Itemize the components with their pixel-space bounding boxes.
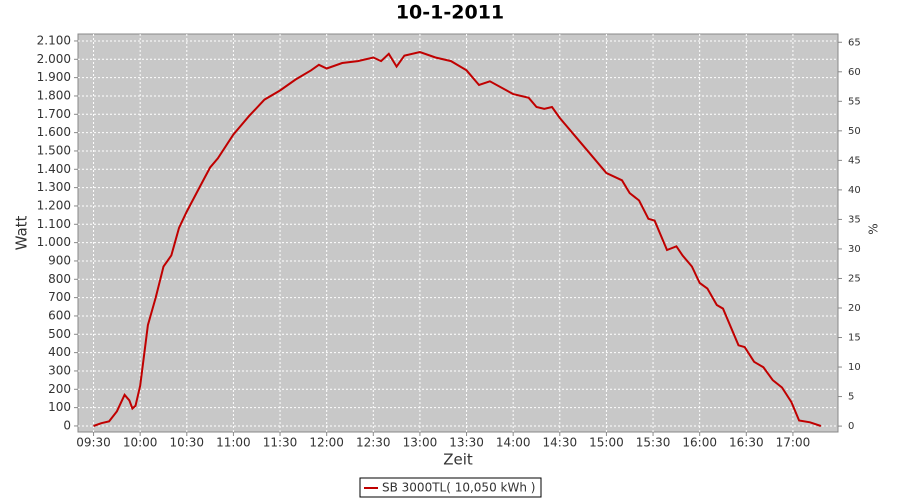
y-tick-label: 0 xyxy=(63,418,71,432)
x-tick-label: 15:00 xyxy=(589,436,624,450)
y2-tick-label: 40 xyxy=(848,185,861,196)
y-tick-label: 2.000 xyxy=(37,52,71,66)
x-tick-label: 13:00 xyxy=(403,436,438,450)
x-tick-label: 14:30 xyxy=(543,436,578,450)
y-tick-label: 100 xyxy=(48,400,71,414)
chart-title: 10-1-2011 xyxy=(396,2,504,24)
y2-tick-label: 15 xyxy=(848,333,861,344)
x-tick-label: 12:30 xyxy=(356,436,391,450)
x-tick-label: 16:30 xyxy=(729,436,764,450)
y-tick-label: 600 xyxy=(48,308,71,322)
x-tick-label: 11:30 xyxy=(263,436,298,450)
x-tick-label: 11:00 xyxy=(216,436,251,450)
y-tick-label: 300 xyxy=(48,363,71,377)
x-tick-label: 16:00 xyxy=(682,436,717,450)
y-tick-label: 200 xyxy=(48,382,71,396)
y-tick-label: 1.700 xyxy=(37,107,71,121)
series-line xyxy=(93,50,822,427)
plot-area xyxy=(77,33,839,433)
y-tick-label: 1.800 xyxy=(37,88,71,102)
x-tick-label: 12:00 xyxy=(309,436,344,450)
y-tick-label: 400 xyxy=(48,345,71,359)
legend xyxy=(359,477,542,498)
y-tick-label: 1.500 xyxy=(37,143,71,157)
y-tick-label: 500 xyxy=(48,327,71,341)
y2-tick-label: 25 xyxy=(848,273,861,284)
y2-tick-label: 20 xyxy=(848,303,861,314)
y2-axis-title: % xyxy=(867,223,881,234)
y-tick-label: 1.600 xyxy=(37,125,71,139)
y-tick-label: 800 xyxy=(48,272,71,286)
x-tick-label: 10:00 xyxy=(123,436,158,450)
y-tick-label: 2.100 xyxy=(37,33,71,47)
y-tick-label: 1.300 xyxy=(37,180,71,194)
y2-tick-label: 60 xyxy=(848,67,861,78)
y2-tick-label: 65 xyxy=(848,37,861,48)
y2-tick-label: 50 xyxy=(848,126,861,137)
y2-tick-label: 10 xyxy=(848,362,861,373)
y-tick-label: 1.400 xyxy=(37,162,71,176)
x-axis-title: Zeit xyxy=(443,451,473,469)
x-tick-label: 09:30 xyxy=(76,436,111,450)
y-tick-label: 1.100 xyxy=(37,217,71,231)
y2-tick-label: 35 xyxy=(848,214,861,225)
x-tick-label: 17:00 xyxy=(776,436,811,450)
y2-tick-label: 45 xyxy=(848,155,861,166)
y2-tick-label: 30 xyxy=(848,244,861,255)
y2-tick-label: 0 xyxy=(848,421,854,432)
y2-tick-label: 55 xyxy=(848,96,861,107)
y-tick-label: 900 xyxy=(48,253,71,267)
y-tick-label: 1.200 xyxy=(37,198,71,212)
x-tick-label: 10:30 xyxy=(169,436,204,450)
y-axis-title: Watt xyxy=(13,215,31,250)
legend-label: SB 3000TL( 10,050 kWh ) xyxy=(382,481,535,495)
y-tick-label: 1.900 xyxy=(37,70,71,84)
x-tick-label: 14:00 xyxy=(496,436,531,450)
y-tick-label: 700 xyxy=(48,290,71,304)
x-tick-label: 15:30 xyxy=(636,436,671,450)
x-tick-label: 13:30 xyxy=(449,436,484,450)
y2-tick-label: 5 xyxy=(848,392,854,403)
y-tick-label: 1.000 xyxy=(37,235,71,249)
